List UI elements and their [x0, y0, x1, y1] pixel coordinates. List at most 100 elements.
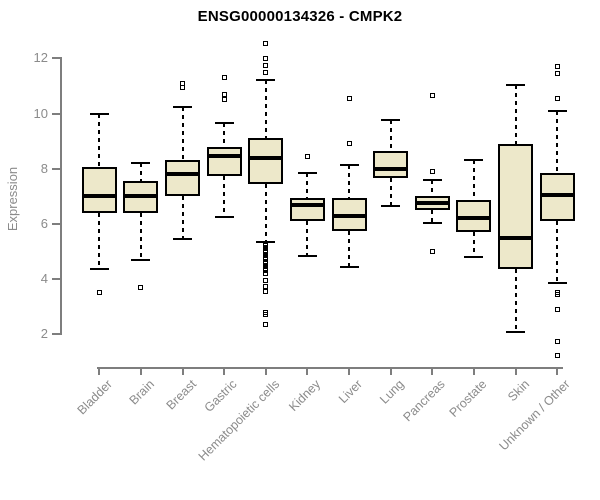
- whisker-lower: [556, 221, 559, 284]
- whisker-lower: [431, 210, 434, 223]
- x-axis-tick: [139, 369, 142, 375]
- outlier-point: [180, 84, 186, 90]
- median-line: [333, 213, 365, 218]
- outlier-point: [346, 95, 352, 101]
- whisker-upper: [264, 80, 267, 139]
- median-line: [458, 216, 490, 221]
- x-axis-tick: [181, 369, 184, 375]
- outlier-point: [554, 291, 560, 297]
- outlier-point: [263, 265, 269, 271]
- whisker-cap-upper: [297, 171, 317, 174]
- whisker-cap-upper: [173, 105, 193, 108]
- whisker-cap-upper: [381, 119, 401, 122]
- x-axis-tick: [389, 369, 392, 375]
- outlier-point: [554, 306, 560, 312]
- whisker-cap-upper: [422, 178, 442, 181]
- box-iqr: [81, 167, 117, 213]
- whisker-lower: [389, 178, 392, 206]
- whisker-cap-lower: [506, 330, 526, 333]
- x-axis-tick: [556, 369, 559, 375]
- median-line: [208, 154, 240, 159]
- outlier-point: [221, 75, 227, 81]
- y-axis-tick: [52, 57, 60, 60]
- whisker-upper: [431, 179, 434, 197]
- whisker-upper: [514, 84, 517, 144]
- whisker-upper: [223, 123, 226, 147]
- whisker-cap-lower: [464, 256, 484, 259]
- whisker-cap-lower: [381, 204, 401, 207]
- whisker-cap-lower: [422, 221, 442, 224]
- box-iqr: [456, 200, 492, 233]
- y-axis-tick: [52, 222, 60, 225]
- x-tick-label-hematopoietic-cells: Hematopoietic cells: [195, 377, 283, 464]
- x-tick-label-skin: Skin: [504, 377, 532, 405]
- box-iqr: [289, 197, 325, 222]
- outlier-point: [554, 95, 560, 101]
- outlier-point: [554, 64, 560, 70]
- whisker-lower: [223, 175, 226, 217]
- whisker-cap-lower: [339, 265, 359, 268]
- x-tick-label-lung: Lung: [376, 377, 407, 407]
- outlier-point: [429, 249, 435, 254]
- outlier-point: [263, 309, 269, 315]
- whisker-upper: [389, 120, 392, 151]
- y-tick-label: 6: [40, 215, 48, 231]
- x-axis-tick: [306, 369, 309, 375]
- whisker-cap-lower: [297, 254, 317, 257]
- median-line: [167, 172, 199, 177]
- whisker-lower: [514, 269, 517, 332]
- whisker-cap-lower: [256, 240, 276, 243]
- chart-title: ENSG00000134326 - CMPK2: [197, 8, 403, 25]
- whisker-cap-lower: [547, 282, 567, 285]
- whisker-cap-lower: [89, 268, 109, 271]
- x-tick-label-bladder: Bladder: [74, 377, 116, 418]
- outlier-point: [221, 97, 227, 103]
- whisker-lower: [264, 183, 267, 242]
- whisker-cap-upper: [256, 79, 276, 82]
- whisker-cap-upper: [131, 162, 151, 165]
- y-tick-label: 12: [33, 50, 48, 66]
- box-iqr: [206, 146, 242, 176]
- outlier-point: [263, 62, 269, 68]
- outlier-point: [554, 70, 560, 76]
- y-axis-tick: [52, 278, 60, 281]
- y-axis-line: [60, 57, 62, 336]
- median-line: [125, 194, 157, 199]
- whisker-upper: [306, 172, 309, 198]
- whisker-lower: [348, 230, 351, 267]
- y-tick-label: 8: [40, 160, 48, 176]
- median-line: [83, 194, 115, 199]
- outlier-point: [429, 93, 435, 99]
- x-tick-label-prostate: Prostate: [446, 377, 490, 420]
- outlier-point: [263, 55, 269, 61]
- box-iqr: [248, 138, 284, 184]
- x-tick-label-unknown-other: Unknown / Other: [496, 377, 573, 454]
- outlier-point: [263, 268, 269, 274]
- y-tick-label: 4: [40, 271, 48, 287]
- outlier-point: [263, 277, 269, 283]
- x-axis-tick: [348, 369, 351, 375]
- outlier-point: [263, 289, 269, 295]
- y-axis-tick: [52, 333, 60, 336]
- median-line: [375, 166, 407, 171]
- median-line: [416, 201, 448, 206]
- whisker-lower: [306, 221, 309, 256]
- outlier-point: [263, 69, 269, 75]
- box-iqr: [498, 143, 534, 270]
- whisker-lower: [181, 196, 184, 240]
- x-axis-tick: [223, 369, 226, 375]
- x-axis-tick: [264, 369, 267, 375]
- whisker-cap-upper: [339, 163, 359, 166]
- box-iqr: [373, 150, 409, 179]
- whisker-upper: [139, 163, 142, 182]
- x-tick-label-kidney: Kidney: [286, 377, 324, 414]
- box-iqr: [539, 172, 575, 222]
- outlier-point: [263, 271, 269, 277]
- whisker-lower: [98, 212, 101, 270]
- x-tick-label-gastric: Gastric: [201, 377, 240, 415]
- outlier-point: [346, 141, 352, 147]
- outlier-point: [554, 338, 560, 344]
- outlier-point: [138, 284, 144, 290]
